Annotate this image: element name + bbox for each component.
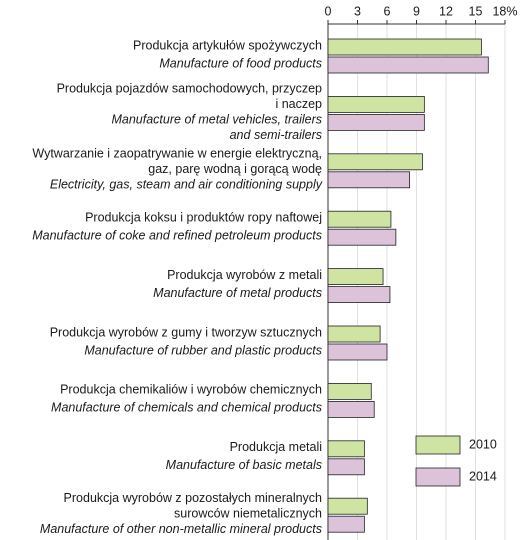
bar	[327, 497, 368, 515]
legend-swatch	[415, 467, 461, 487]
bar	[327, 400, 375, 418]
bar	[327, 56, 489, 74]
bar	[327, 153, 423, 171]
bar	[327, 382, 372, 400]
category-label: Manufacture of basic metals	[166, 458, 322, 472]
bar	[327, 171, 411, 189]
x-tick-label: 0	[325, 4, 332, 18]
category-label: Manufacture of coke and refined petroleu…	[32, 228, 322, 242]
bar	[327, 210, 392, 228]
bar	[327, 114, 425, 131]
bar	[327, 440, 365, 458]
category-label: Produkcja artykułów spożywczych	[133, 38, 322, 52]
x-tick-label: 9	[413, 4, 420, 18]
bar	[327, 96, 425, 113]
bar	[327, 458, 365, 476]
category-label: Produkcja pojazdów samochodowych, przycz…	[57, 81, 322, 95]
category-label: Produkcja koksu i produktów ropy naftowe…	[85, 210, 322, 224]
bar	[327, 228, 397, 246]
bar	[327, 515, 365, 533]
category-label: Produkcja wyrobów z pozostałych mineraln…	[64, 491, 322, 505]
category-label: i naczep	[275, 97, 322, 111]
category-label: Manufacture of food products	[159, 56, 322, 70]
category-label: and semi-trailers	[230, 128, 322, 142]
bar	[327, 325, 381, 343]
bar	[327, 286, 391, 304]
category-label: Produkcja chemikaliów i wyrobów chemiczn…	[60, 383, 322, 397]
category-label: Wytwarzanie i zaopatrywanie w energie el…	[32, 147, 322, 161]
bar	[327, 343, 388, 361]
category-label: gaz, parę wodną i gorącą wodę	[148, 162, 322, 176]
category-label: Manufacture of metal vehicles, trailers	[111, 112, 322, 126]
legend-label: 2010	[469, 437, 497, 451]
legend-swatch	[415, 435, 461, 455]
category-label: Manufacture of metal products	[153, 286, 322, 300]
category-label: Produkcja wyrobów z metali	[167, 268, 322, 282]
x-tick-label: 3	[354, 4, 361, 18]
legend-label: 2014	[469, 469, 497, 483]
category-label: Produkcja metali	[230, 440, 322, 454]
x-tick-label: 18%	[492, 4, 517, 18]
bar	[327, 268, 384, 286]
bar	[327, 38, 482, 56]
x-tick-label: 12	[439, 4, 453, 18]
category-label: surowców niemetalicznych	[174, 506, 322, 520]
category-label: Produkcja wyrobów z gumy i tworzyw sztuc…	[50, 325, 322, 339]
category-label: Manufacture of other non-metallic minera…	[40, 522, 322, 536]
category-label: Manufacture of rubber and plastic produc…	[84, 343, 322, 357]
category-label: Manufacture of chemicals and chemical pr…	[51, 401, 322, 415]
x-tick-label: 15	[469, 4, 483, 18]
category-label: Electricity, gas, steam and air conditio…	[50, 178, 323, 192]
x-tick-label: 6	[384, 4, 391, 18]
